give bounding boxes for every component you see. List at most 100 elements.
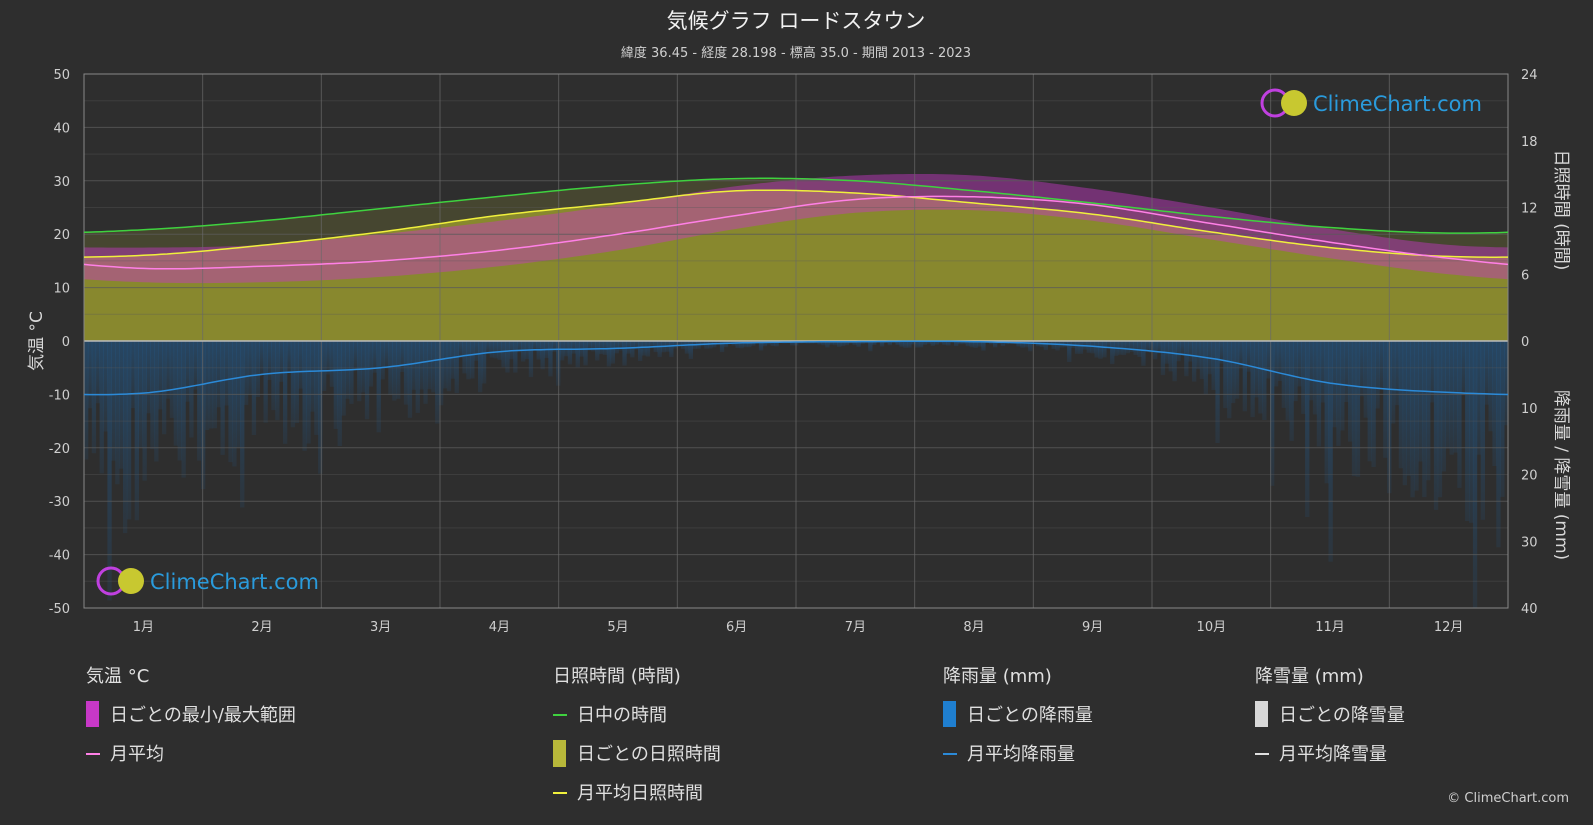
daily-rain-bar — [1203, 341, 1208, 395]
daily-rain-bar — [946, 341, 951, 346]
x-tick-label: 9月 — [1082, 620, 1103, 635]
daily-rain-bar — [1024, 341, 1029, 348]
daily-rain-bar — [1223, 341, 1228, 409]
daily-rain-bar — [540, 341, 545, 370]
daily-rain-bar — [126, 341, 132, 520]
daily-rain-bar — [1098, 341, 1103, 359]
daily-rain-bar — [263, 341, 268, 423]
daily-rain-bar — [969, 341, 974, 348]
daily-rain-bar — [825, 341, 830, 348]
daily-rain-bar — [353, 341, 358, 370]
daily-rain-bar — [1176, 341, 1181, 362]
daily-rain-bar — [1437, 341, 1443, 498]
daily-rain-bar — [1344, 341, 1349, 402]
daily-rain-bar — [575, 341, 580, 368]
daily-rain-bar — [1195, 341, 1201, 370]
daily-rain-bar — [361, 341, 366, 393]
daily-rain-bar — [641, 341, 647, 356]
daily-rain-bar — [130, 341, 136, 409]
daily-rain-bar — [758, 341, 764, 351]
daily-rain-bar — [150, 341, 155, 450]
legend-item-daylight: 日中の時間 — [577, 705, 667, 726]
daily-rain-bar — [1312, 341, 1318, 415]
daily-rain-bar — [1414, 341, 1419, 491]
daily-rain-bar — [614, 341, 619, 354]
daily-rain-bar — [232, 341, 237, 467]
plot-frame — [83, 73, 1509, 609]
daily-rain-bar — [762, 341, 768, 347]
daily-rain-bar — [895, 341, 900, 346]
daily-rain-bar — [302, 341, 307, 451]
daily-rain-bar — [790, 341, 795, 346]
chart-subtitle: 緯度 36.45 - 経度 28.198 - 標高 35.0 - 期間 2013… — [621, 45, 971, 61]
y-left-tick-label: -30 — [49, 495, 70, 510]
daily-rain-bar — [844, 341, 850, 346]
daily-rain-bar — [1020, 341, 1025, 348]
legend-title-temperature: 気温 °C — [86, 666, 149, 687]
daily-rain-bar — [1192, 341, 1197, 382]
daily-rain-bar — [1293, 341, 1298, 402]
daily-rain-bar — [466, 341, 471, 380]
daily-rain-bar — [1472, 341, 1478, 608]
daily-rain-bar — [1324, 341, 1329, 484]
daily-rain-bar — [1227, 341, 1232, 419]
daily-rain-bar — [622, 341, 627, 366]
daily-rain-bar — [372, 341, 377, 373]
daily-rain-bar — [517, 341, 522, 353]
daily-rain-bar — [442, 341, 448, 389]
daily-rain-bar — [903, 341, 908, 348]
daily-rain-bar — [610, 341, 615, 364]
daily-rain-bar — [1418, 341, 1423, 462]
daily-rain-bar — [513, 341, 518, 373]
daily-rain-bar — [1231, 341, 1236, 404]
daily-rain-bar — [669, 341, 674, 358]
logo-sun-icon — [1281, 90, 1307, 116]
daily-rain-bar — [1391, 341, 1396, 424]
y-left-tick-label: -50 — [49, 602, 70, 617]
daily-rain-bar — [856, 341, 861, 347]
daily-rain-bar — [595, 341, 600, 361]
daily-rain-bar — [216, 341, 221, 408]
daily-rain-bar — [415, 341, 420, 413]
legend: 気温 °C 日ごとの最小/最大範囲 月平均 日照時間 (時間) 日中の時間 日ご… — [86, 666, 1405, 804]
daily-rain-bar — [1289, 341, 1294, 441]
y-right-bottom-tick-label: 20 — [1521, 469, 1538, 484]
daily-rain-bar — [1043, 341, 1048, 351]
daily-rain-bar — [259, 341, 264, 374]
daily-rain-bar — [298, 341, 303, 389]
daily-rain-bar — [645, 341, 651, 357]
y-left-tick-label: 20 — [53, 228, 70, 243]
daily-rain-bar — [1297, 341, 1302, 387]
daily-rain-bar — [684, 341, 690, 354]
daily-rain-bar — [1406, 341, 1411, 476]
daily-rain-bar — [357, 341, 362, 402]
daily-rain-bar — [1500, 341, 1505, 497]
daily-rain-bar — [1340, 341, 1345, 431]
legend-item-sunshine-mean: 月平均日照時間 — [577, 783, 703, 804]
daily-rain-bar — [95, 341, 100, 404]
daily-rain-bar — [1110, 341, 1115, 365]
y-left-label: 気温 °C — [27, 311, 47, 371]
y-right-bottom-tick-label: 40 — [1521, 602, 1538, 617]
daily-rain-bar — [165, 341, 171, 399]
x-tick-label: 4月 — [489, 620, 510, 635]
daily-rain-bar — [134, 341, 139, 521]
daily-rain-bar — [162, 341, 167, 435]
daily-rain-bar — [349, 341, 354, 404]
daily-rain-bar — [84, 341, 89, 460]
daily-rain-bar — [1250, 341, 1255, 418]
daily-rain-bar — [1305, 341, 1310, 517]
daily-rain-bar — [1355, 341, 1361, 477]
daily-rain-bar — [1465, 341, 1470, 521]
daily-rain-bar — [1433, 341, 1439, 510]
daily-rain-bar — [1000, 341, 1006, 347]
daily-rain-bar — [107, 341, 112, 601]
daily-rain-bar — [119, 341, 124, 469]
daily-rain-bar — [204, 341, 210, 430]
daily-rain-bar — [583, 341, 588, 366]
daily-rain-bar — [283, 341, 288, 444]
legend-item-temp-mean: 月平均 — [110, 744, 164, 765]
legend-item-daily-rain: 日ごとの降雨量 — [967, 705, 1093, 726]
daily-rain-bar — [739, 341, 744, 349]
daily-rain-bar — [774, 341, 779, 347]
